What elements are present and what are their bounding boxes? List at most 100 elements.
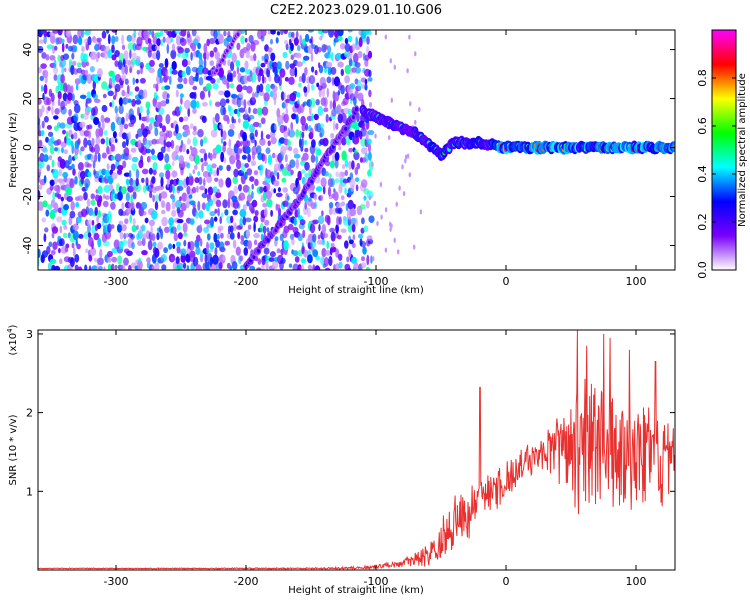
spectrogram-noise-cell — [273, 180, 280, 187]
spectrogram-noise-cell — [152, 168, 157, 176]
spectrogram-noise-cell — [274, 236, 279, 242]
spectrogram-noise-cell — [316, 148, 322, 156]
spectrogram-noise-cell — [165, 114, 171, 125]
spectrogram-noise-cell — [364, 84, 368, 91]
spectrogram-noise-cell — [344, 75, 350, 84]
spectrogram-noise-cell — [323, 97, 328, 108]
spectrogram-noise-cell — [334, 158, 339, 169]
spectrogram-noise-cell — [284, 39, 288, 45]
spectrogram-noise-cell — [292, 91, 298, 96]
spectrogram-noise-cell — [331, 76, 335, 86]
spectrogram-noise-cell — [103, 266, 106, 270]
spectrogram-noise-cell — [135, 99, 142, 105]
spectrogram-noise-cell — [175, 132, 182, 141]
spectrogram-faint-cell — [408, 172, 411, 178]
spectrogram-noise-cell — [284, 154, 288, 163]
spectrogram-noise-cell — [218, 67, 224, 78]
spectrogram-noise-cell — [322, 232, 329, 239]
spectrogram-noise-cell — [222, 144, 227, 153]
spectrogram-noise-cell — [171, 160, 175, 167]
spectrogram-noise-cell — [245, 50, 251, 59]
spectrogram-noise-cell — [117, 164, 124, 171]
spectrogram-noise-cell — [249, 265, 256, 270]
spectrogram-noise-cell — [124, 147, 130, 157]
colorbar-label: Normalized spectral amplitude — [737, 73, 748, 227]
spectrogram-noise-cell — [238, 92, 244, 99]
spectrogram-noise-cell — [133, 30, 137, 39]
spectrogram-noise-cell — [63, 149, 69, 155]
spectrogram-noise-cell — [270, 30, 276, 35]
spectrogram-noise-cell — [239, 208, 247, 218]
spectrogram-noise-cell — [62, 232, 68, 239]
spectrogram-noise-cell — [109, 102, 113, 107]
spectrogram-noise-cell — [181, 192, 188, 202]
spectrogram-noise-cell — [168, 217, 175, 226]
spectrogram-noise-cell — [351, 223, 356, 233]
spectrogram-noise-cell — [363, 195, 367, 201]
spectrogram-diagonal-track — [266, 237, 270, 242]
spectrogram-noise-cell — [260, 130, 264, 140]
spectrogram-noise-cell — [125, 192, 131, 202]
spectrogram-noise-cell — [312, 233, 317, 243]
spectrogram-noise-cell — [365, 200, 370, 209]
spectrogram-noise-cell — [130, 194, 133, 204]
spectrogram-x-tick-label: -200 — [234, 275, 259, 288]
spectrogram-noise-cell — [176, 224, 181, 231]
spectrogram-noise-cell — [268, 257, 275, 262]
spectrogram-noise-cell — [43, 233, 47, 243]
spectrogram-noise-cell — [348, 235, 351, 242]
spectrogram-noise-cell — [351, 160, 355, 170]
spectrogram-noise-cell — [237, 118, 241, 124]
spectrogram-noise-cell — [98, 127, 104, 137]
spectrogram-noise-cell — [49, 258, 57, 265]
spectrogram-noise-cell — [91, 137, 95, 147]
spectrogram-noise-cell — [353, 261, 359, 270]
spectrogram-noise-cell — [259, 138, 266, 146]
spectrogram-noise-cell — [282, 51, 288, 59]
spectrogram-noise-cell — [125, 178, 130, 186]
spectrogram-noise-cell — [360, 179, 368, 188]
spectrogram-noise-cell — [186, 264, 190, 270]
spectrogram-noise-cell — [303, 55, 310, 61]
spectrogram-noise-cell — [256, 145, 262, 155]
spectrogram-noise-cell — [297, 207, 301, 218]
spectrogram-noise-cell — [98, 195, 103, 203]
spectrogram-noise-cell — [103, 240, 110, 247]
spectrogram-noise-cell — [199, 148, 206, 154]
spectrogram-y-tick-label: 20 — [21, 92, 34, 106]
spectrogram-noise-cell — [257, 59, 260, 70]
spectrogram-noise-cell — [258, 68, 264, 77]
spectrogram-noise-cell — [60, 73, 65, 84]
spectrogram-noise-cell — [203, 43, 208, 54]
spectrogram-noise-cell — [175, 155, 180, 160]
spectrogram-noise-cell — [193, 91, 197, 100]
spectrogram-noise-cell — [232, 70, 237, 78]
spectrogram-noise-cell — [217, 188, 220, 194]
spectrogram-noise-cell — [65, 30, 72, 38]
spectrogram-noise-cell — [68, 215, 73, 226]
spectrogram-noise-cell — [224, 90, 231, 98]
spectrogram-noise-cell — [304, 161, 310, 171]
spectrogram-noise-cell — [149, 59, 155, 67]
spectrogram-noise-cell — [131, 163, 138, 171]
spectrogram-noise-cell — [247, 224, 252, 230]
spectrogram-noise-cell — [249, 176, 255, 182]
spectrogram-noise-cell — [368, 89, 372, 98]
spectrogram-noise-cell — [187, 107, 190, 117]
spectrogram-noise-cell — [148, 123, 153, 131]
spectrogram-noise-cell — [43, 175, 47, 184]
spectrogram-noise-cell — [179, 105, 182, 112]
spectrogram-noise-cell — [110, 224, 115, 230]
spectrogram-noise-cell — [121, 74, 127, 81]
spectrogram-noise-cell — [280, 257, 286, 264]
spectrogram-x-tick-label: 100 — [626, 275, 647, 288]
snr-panel: -300 -200 -100 0 100 1 2 3 Height of straight l… — [6, 324, 676, 596]
spectrogram-noise-cell — [226, 164, 231, 172]
spectrogram-faint-cell — [406, 153, 410, 159]
spectrogram-noise-cell — [240, 30, 246, 34]
spectrogram-noise-cell — [38, 67, 42, 74]
spectrogram-noise-cell — [129, 114, 137, 125]
spectrogram-noise-cell — [38, 123, 41, 132]
spectrogram-noise-cell — [71, 242, 75, 249]
spectrogram-noise-cell — [310, 52, 314, 62]
